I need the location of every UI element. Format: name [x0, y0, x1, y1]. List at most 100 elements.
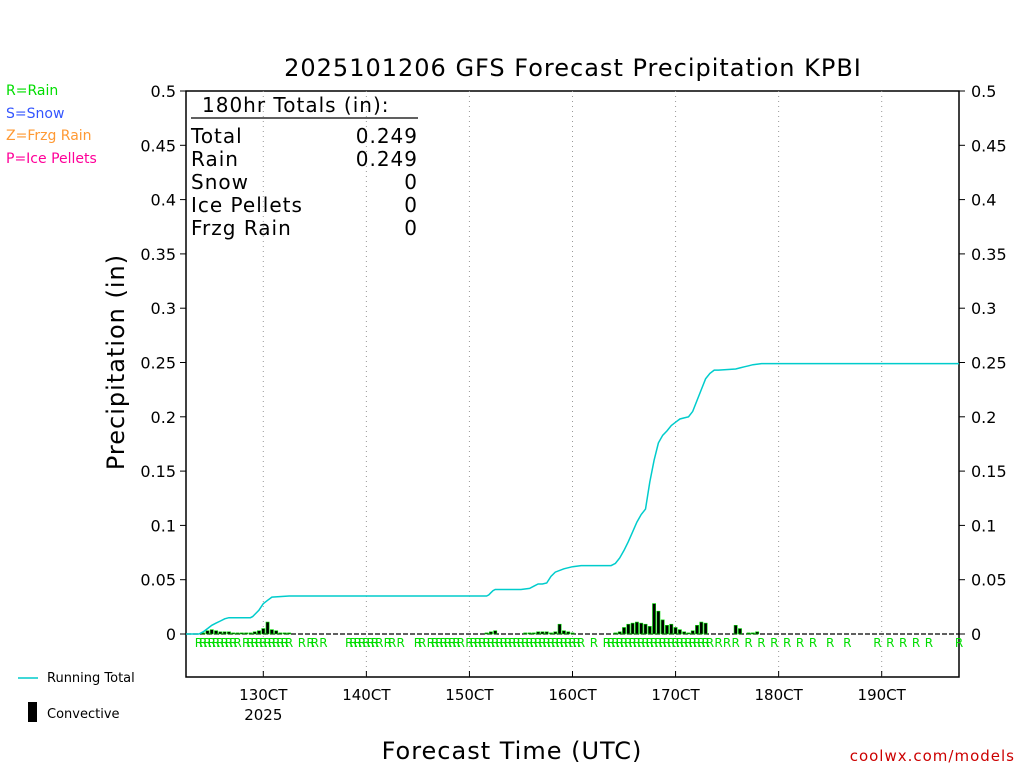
rain-marker: R — [517, 636, 525, 650]
precip-bar — [665, 625, 669, 635]
y-tick-label-left: 0.4 — [151, 191, 176, 210]
rain-marker: R — [268, 636, 276, 650]
rain-marker: R — [637, 636, 645, 650]
legend-convective: Convective — [47, 707, 120, 722]
rain-marker: R — [697, 636, 705, 650]
rain-marker: R — [491, 636, 499, 650]
rain-marker: R — [439, 636, 447, 650]
rain-marker: R — [487, 636, 495, 650]
rain-marker: R — [281, 636, 289, 650]
rain-marker: R — [912, 636, 920, 650]
rain-marker: R — [624, 636, 632, 650]
rain-marker: R — [607, 636, 615, 650]
y-tick-label-left: 0.5 — [151, 82, 176, 101]
precip-bar — [738, 628, 742, 635]
rain-marker: R — [633, 636, 641, 650]
x-axis-label: Forecast Time (UTC) — [382, 737, 643, 765]
precip-bar — [239, 632, 244, 635]
rain-marker: R — [474, 636, 482, 650]
y-tick-label-left: 0.15 — [140, 462, 176, 481]
y-tick-label-left: 0.3 — [151, 299, 176, 318]
x-tick-label: 140CT — [342, 686, 391, 704]
precip-bar — [282, 632, 287, 635]
rain-marker: R — [611, 636, 619, 650]
precip-bar — [544, 631, 549, 635]
rain-marker: R — [680, 636, 688, 650]
y-tick-label-right: 0.35 — [971, 245, 1007, 264]
precip-bar — [699, 621, 704, 635]
precip-bar — [549, 632, 553, 635]
rain-marker: R — [568, 636, 576, 650]
precip-bar — [553, 631, 558, 635]
rain-marker: R — [452, 636, 460, 650]
rain-marker: R — [212, 636, 220, 650]
precip-bar — [647, 626, 652, 635]
rain-marker: R — [427, 636, 435, 650]
rain-marker: R — [470, 636, 478, 650]
bottom-legend: Running Total Convective — [18, 671, 135, 722]
y-tick-label-left: 0 — [166, 625, 176, 644]
precip-bar — [536, 631, 541, 635]
y-tick-label-right: 0.4 — [971, 191, 996, 210]
y-tick-label-right: 0 — [971, 625, 981, 644]
y-tick-label-right: 0.05 — [971, 571, 1007, 590]
x-tick-label: 150CT — [445, 686, 494, 704]
y-tick-label-left: 0.2 — [151, 408, 176, 427]
precip-bar — [523, 632, 528, 635]
precip-bar — [660, 619, 665, 635]
precip-bar — [265, 621, 270, 635]
rain-marker: R — [534, 636, 542, 650]
rain-marker: R — [495, 636, 503, 650]
rain-marker: R — [809, 636, 817, 650]
rain-marker: R — [478, 636, 486, 650]
totals-row-label: Snow — [191, 170, 249, 194]
rain-marker: R — [783, 636, 791, 650]
rain-marker: R — [641, 636, 649, 650]
precip-bar — [677, 629, 682, 635]
precip-bar — [484, 632, 489, 635]
rain-marker: R — [555, 636, 563, 650]
rain-marker: R — [358, 636, 366, 650]
rain-marker: R — [482, 636, 490, 650]
precip-bar — [557, 623, 562, 635]
rain-marker: R — [500, 636, 508, 650]
rain-marker: R — [560, 636, 568, 650]
precip-bar — [733, 625, 738, 635]
precip-bar — [695, 625, 699, 635]
x-tick-label: 190CT — [858, 686, 907, 704]
rain-marker: R — [551, 636, 559, 650]
credit-link[interactable]: coolwx.com/models — [850, 747, 1015, 765]
y-tick-label-left: 0.45 — [140, 136, 176, 155]
rain-marker: R — [796, 636, 804, 650]
x-tick-label: 160CT — [548, 686, 597, 704]
x-tick-label: 180CT — [754, 686, 803, 704]
rain-marker: R — [925, 636, 933, 650]
precip-bar — [652, 603, 656, 635]
rain-marker: R — [354, 636, 362, 650]
totals-row-label: Total — [190, 124, 243, 148]
precip-bar — [527, 632, 532, 635]
rain-marker: R — [465, 636, 473, 650]
rain-marker: R — [646, 636, 654, 650]
rain-marker: R — [349, 636, 357, 650]
rain-marker: R — [435, 636, 443, 650]
totals-heading: 180hr Totals (in): — [202, 93, 390, 117]
precip-bar — [682, 631, 687, 635]
rain-marker: R — [298, 636, 306, 650]
rain-marker: R — [195, 636, 203, 650]
precip-bar — [274, 630, 279, 635]
rain-marker: R — [826, 636, 834, 650]
rain-marker: R — [418, 636, 426, 650]
rain-marker: R — [521, 636, 529, 650]
precip-bar — [626, 623, 631, 635]
rain-marker: R — [732, 636, 740, 650]
precip-bar — [673, 627, 678, 635]
precip-bar — [630, 622, 635, 635]
rain-marker: R — [272, 636, 280, 650]
totals-row-value: 0.249 — [356, 124, 418, 148]
y-tick-label-right: 0.2 — [971, 408, 996, 427]
rain-marker: R — [590, 636, 598, 650]
precip-bar — [613, 632, 618, 635]
y-tick-label-right: 0.15 — [971, 462, 1007, 481]
rain-marker: R — [899, 636, 907, 650]
